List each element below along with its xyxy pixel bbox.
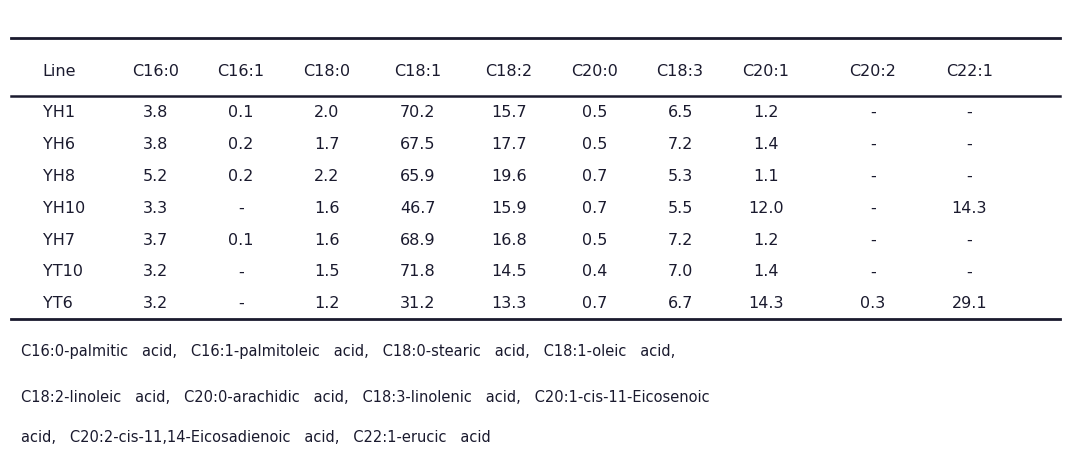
Text: 0.5: 0.5 (582, 105, 607, 120)
Text: 0.5: 0.5 (582, 137, 607, 151)
Text: 68.9: 68.9 (399, 232, 436, 247)
Text: C20:2: C20:2 (849, 64, 896, 78)
Text: 0.1: 0.1 (228, 105, 254, 120)
Text: 16.8: 16.8 (491, 232, 527, 247)
Text: 5.2: 5.2 (142, 168, 168, 184)
Text: Line: Line (43, 64, 76, 78)
Text: 14.3: 14.3 (748, 296, 784, 311)
Text: 3.2: 3.2 (142, 296, 168, 311)
Text: YH10: YH10 (43, 200, 85, 215)
Text: -: - (870, 264, 876, 279)
Text: -: - (238, 296, 244, 311)
Text: -: - (966, 137, 972, 151)
Text: -: - (870, 168, 876, 184)
Text: C16:0-palmitic   acid,   C16:1-palmitoleic   acid,   C18:0-stearic   acid,   C18: C16:0-palmitic acid, C16:1-palmitoleic a… (21, 344, 676, 358)
Text: 15.9: 15.9 (491, 200, 527, 215)
Text: 6.7: 6.7 (667, 296, 693, 311)
Text: -: - (238, 200, 244, 215)
Text: 65.9: 65.9 (399, 168, 436, 184)
Text: 13.3: 13.3 (491, 296, 527, 311)
Text: -: - (966, 232, 972, 247)
Text: 1.4: 1.4 (753, 137, 779, 151)
Text: 1.2: 1.2 (753, 232, 779, 247)
Text: 3.2: 3.2 (142, 264, 168, 279)
Text: 0.2: 0.2 (228, 137, 254, 151)
Text: 3.7: 3.7 (142, 232, 168, 247)
Text: C16:0: C16:0 (132, 64, 179, 78)
Text: 71.8: 71.8 (399, 264, 436, 279)
Text: YH8: YH8 (43, 168, 75, 184)
Text: 0.5: 0.5 (582, 232, 607, 247)
Text: 0.1: 0.1 (228, 232, 254, 247)
Text: 29.1: 29.1 (951, 296, 987, 311)
Text: 7.2: 7.2 (667, 232, 693, 247)
Text: 3.8: 3.8 (142, 105, 168, 120)
Text: 0.2: 0.2 (228, 168, 254, 184)
Text: 3.3: 3.3 (142, 200, 168, 215)
Text: C22:1: C22:1 (946, 64, 993, 78)
Text: YT10: YT10 (43, 264, 82, 279)
Text: 12.0: 12.0 (748, 200, 784, 215)
Text: 0.7: 0.7 (582, 168, 607, 184)
Text: 46.7: 46.7 (399, 200, 436, 215)
Text: 1.2: 1.2 (314, 296, 340, 311)
Text: 2.2: 2.2 (314, 168, 340, 184)
Text: 0.3: 0.3 (860, 296, 886, 311)
Text: 0.4: 0.4 (582, 264, 607, 279)
Text: 1.2: 1.2 (753, 105, 779, 120)
Text: C16:1: C16:1 (217, 64, 265, 78)
Text: C18:1: C18:1 (394, 64, 441, 78)
Text: 1.1: 1.1 (753, 168, 779, 184)
Text: 14.3: 14.3 (951, 200, 987, 215)
Text: 1.7: 1.7 (314, 137, 340, 151)
Text: 17.7: 17.7 (491, 137, 527, 151)
Text: C18:3: C18:3 (657, 64, 704, 78)
Text: YH7: YH7 (43, 232, 75, 247)
Text: -: - (966, 264, 972, 279)
Text: 67.5: 67.5 (399, 137, 436, 151)
Text: 15.7: 15.7 (491, 105, 527, 120)
Text: -: - (238, 264, 244, 279)
Text: 3.8: 3.8 (142, 137, 168, 151)
Text: 14.5: 14.5 (491, 264, 527, 279)
Text: C18:2-linoleic   acid,   C20:0-arachidic   acid,   C18:3-linolenic   acid,   C20: C18:2-linoleic acid, C20:0-arachidic aci… (21, 390, 710, 404)
Text: 5.5: 5.5 (667, 200, 693, 215)
Text: C18:0: C18:0 (303, 64, 350, 78)
Text: C18:2: C18:2 (485, 64, 532, 78)
Text: YT6: YT6 (43, 296, 73, 311)
Text: -: - (966, 168, 972, 184)
Text: acid,   C20:2-cis-11,14-Eicosadienoic   acid,   C22:1-erucic   acid: acid, C20:2-cis-11,14-Eicosadienoic acid… (21, 430, 492, 444)
Text: 70.2: 70.2 (399, 105, 436, 120)
Text: -: - (870, 137, 876, 151)
Text: 1.6: 1.6 (314, 232, 340, 247)
Text: C20:0: C20:0 (571, 64, 618, 78)
Text: 2.0: 2.0 (314, 105, 340, 120)
Text: YH1: YH1 (43, 105, 75, 120)
Text: 0.7: 0.7 (582, 296, 607, 311)
Text: 0.7: 0.7 (582, 200, 607, 215)
Text: 19.6: 19.6 (491, 168, 527, 184)
Text: 6.5: 6.5 (667, 105, 693, 120)
Text: -: - (966, 105, 972, 120)
Text: -: - (870, 200, 876, 215)
Text: -: - (870, 232, 876, 247)
Text: 1.6: 1.6 (314, 200, 340, 215)
Text: 31.2: 31.2 (399, 296, 436, 311)
Text: 1.5: 1.5 (314, 264, 340, 279)
Text: 7.2: 7.2 (667, 137, 693, 151)
Text: 7.0: 7.0 (667, 264, 693, 279)
Text: 1.4: 1.4 (753, 264, 779, 279)
Text: -: - (870, 105, 876, 120)
Text: 5.3: 5.3 (667, 168, 693, 184)
Text: YH6: YH6 (43, 137, 75, 151)
Text: C20:1: C20:1 (742, 64, 789, 78)
